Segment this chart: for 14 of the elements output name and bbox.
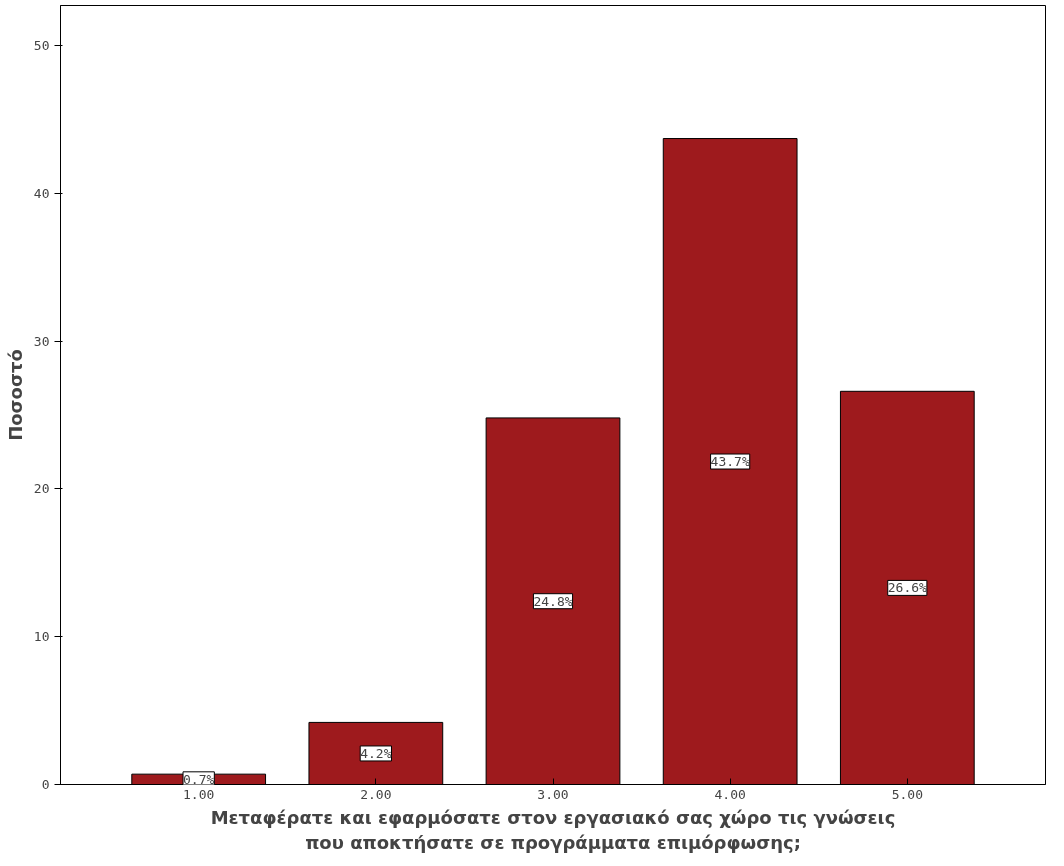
x-tick-label: 5.00 bbox=[891, 786, 923, 802]
y-tick-label: 10 bbox=[33, 629, 50, 645]
y-tick-label: 30 bbox=[33, 333, 50, 349]
x-tick-label: 4.00 bbox=[714, 786, 746, 802]
y-tick-label: 0 bbox=[41, 777, 50, 792]
data-label: 0.7% bbox=[183, 771, 215, 787]
y-tick-label: 20 bbox=[33, 481, 50, 497]
y-tick-label: 50 bbox=[33, 37, 50, 53]
x-axis-title: Μεταφέρατε και εφαρμόσατε στον εργασιακό σας χώρο τις γνώσεις που αποκτήσατε σε προγράμματα επιμόρφωσης; bbox=[210, 806, 896, 853]
x-tick-label: 1.00 bbox=[183, 786, 215, 802]
y-axis-title: Ποσοστό bbox=[4, 349, 26, 441]
x-tick-label: 3.00 bbox=[537, 786, 569, 802]
x-tick-label: 2.00 bbox=[360, 786, 392, 802]
y-tick-label: 40 bbox=[33, 185, 50, 201]
